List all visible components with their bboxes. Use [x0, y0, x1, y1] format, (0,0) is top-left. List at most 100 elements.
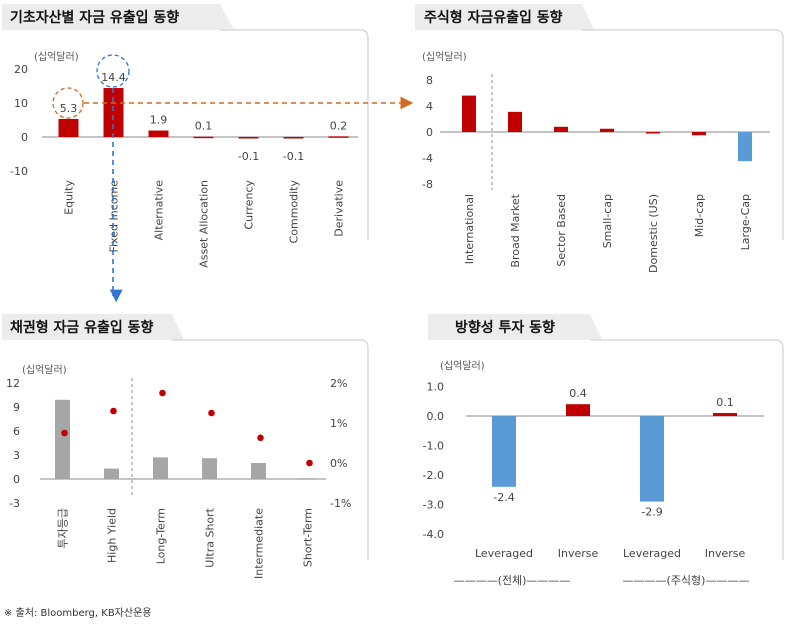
- y-tick-label: 0.0: [427, 410, 445, 423]
- category-label: High Yield: [106, 508, 119, 563]
- bar: [492, 416, 516, 487]
- y-tick-label: -3: [9, 497, 20, 510]
- chart-asset: 20 10 0 -10 5.3 Equity 14.4 Fixed Income 1.9 Alte…: [10, 63, 358, 268]
- bar: [713, 413, 737, 416]
- data-label: 14.4: [101, 71, 126, 84]
- bar: [646, 132, 660, 134]
- y2-tick-label: -1%: [330, 497, 351, 510]
- category-label: Intermediate: [253, 508, 266, 579]
- y-tick-label: -8: [422, 178, 433, 191]
- category-label: Leveraged: [475, 547, 533, 560]
- unit-equity: (십억달러): [422, 51, 467, 63]
- y-tick-label: 0: [21, 131, 28, 144]
- pct-point: [159, 389, 166, 397]
- pct-point: [110, 407, 117, 415]
- bar: [508, 111, 522, 132]
- bar: [238, 137, 259, 139]
- group-label-total: ————(전체)————: [454, 574, 571, 587]
- category-label: Leveraged: [623, 547, 681, 560]
- y-tick-label: 0: [426, 126, 433, 139]
- data-label: -0.1: [238, 150, 259, 163]
- y-tick-label: 6: [13, 425, 20, 438]
- bar: [554, 126, 568, 132]
- y-tick-label: 4: [426, 100, 433, 113]
- category-label: Small-cap: [601, 194, 614, 248]
- bar: [692, 132, 706, 136]
- bar: [328, 136, 349, 138]
- category-label: Sector Based: [555, 194, 568, 267]
- category-label: Inverse: [558, 547, 599, 560]
- source-note: ※ 출처: Bloomberg, KB자산운용: [4, 607, 151, 619]
- pct-point: [61, 429, 68, 437]
- data-label: 0.2: [330, 119, 348, 132]
- title-bond: 채권형 자금 유출입 동향: [10, 319, 154, 336]
- y-tick-label: 10: [14, 97, 28, 110]
- title-tabs: [2, 4, 784, 560]
- y-tick-label: 8: [426, 74, 433, 87]
- category-label: Fixed Income: [108, 180, 121, 253]
- category-label: Broad Market: [509, 193, 522, 267]
- category-label: 투자등급: [57, 508, 70, 548]
- pct-point: [208, 409, 215, 417]
- data-label: -2.9: [641, 506, 662, 519]
- title-direction: 방향성 투자 동향: [455, 319, 555, 336]
- data-label: 0.4: [569, 387, 587, 400]
- y-tick-label: 1.0: [427, 381, 445, 394]
- y-tick-label: -10: [10, 165, 28, 178]
- group-label-equity: ————(주식형)————: [623, 574, 750, 587]
- y-tick-label: -4.0: [423, 528, 444, 541]
- category-label: Asset Allocation: [198, 180, 211, 268]
- unit-bond: (십억달러): [22, 364, 67, 376]
- data-label: 0.1: [716, 396, 734, 409]
- category-label: International: [463, 194, 476, 264]
- bar: [251, 463, 266, 479]
- y-tick-label: 3: [13, 449, 20, 462]
- bar: [148, 130, 169, 137]
- category-label: Derivative: [333, 180, 346, 237]
- y-tick-label: -1.0: [423, 440, 444, 453]
- bar: [202, 458, 217, 479]
- bar: [193, 136, 214, 139]
- category-label: Mid-cap: [693, 194, 706, 237]
- data-label: -2.4: [493, 491, 514, 504]
- category-label: Currency: [243, 180, 256, 230]
- bar: [153, 457, 168, 479]
- bar: [104, 468, 119, 479]
- equity-highlight-circle: [52, 87, 84, 119]
- y2-tick-label: 2%: [330, 377, 347, 390]
- y-tick-label: 9: [13, 401, 20, 414]
- y2-tick-label: 1%: [330, 417, 347, 430]
- category-label: Domestic (US): [647, 194, 660, 273]
- fixed-income-highlight-circle: [96, 54, 130, 88]
- category-label: Alternative: [153, 180, 166, 241]
- bar: [283, 137, 304, 139]
- data-label: 5.3: [60, 102, 78, 115]
- category-label: Commodity: [288, 180, 301, 244]
- annotations: [52, 54, 414, 303]
- bar: [738, 132, 752, 162]
- pct-point: [257, 434, 264, 442]
- bar: [58, 118, 79, 137]
- y-tick-label: -2.0: [423, 469, 444, 482]
- data-label: 0.1: [195, 120, 213, 133]
- chart-bond: 12 9 6 3 0 -3 2% 1% 0% -1% 투자등급 High Yield Long-Term…: [6, 377, 351, 579]
- y-tick-label: 20: [14, 63, 28, 76]
- category-label: Equity: [63, 180, 76, 215]
- bar: [566, 404, 590, 416]
- bar: [600, 128, 614, 132]
- y-tick-label: -4: [422, 152, 433, 165]
- category-label: Large-Cap: [739, 194, 752, 250]
- y2-tick-label: 0%: [330, 457, 347, 470]
- bar: [55, 399, 70, 479]
- data-label: -0.1: [283, 150, 304, 163]
- category-label: Short-Term: [302, 508, 315, 567]
- title-asset: 기초자산별 자금 유출입 동향: [10, 9, 179, 26]
- data-label: 1.9: [150, 114, 168, 127]
- bar: [462, 95, 476, 132]
- chart-direction: 1.0 0.0 -1.0 -2.0 -3.0 -4.0 -2.4 Leveraged 0.4 In…: [423, 381, 764, 560]
- y-tick-label: 0: [13, 473, 20, 486]
- unit-direction: (십억달러): [440, 360, 485, 372]
- category-label: Long-Term: [155, 508, 168, 564]
- category-label: Ultra Short: [204, 507, 217, 567]
